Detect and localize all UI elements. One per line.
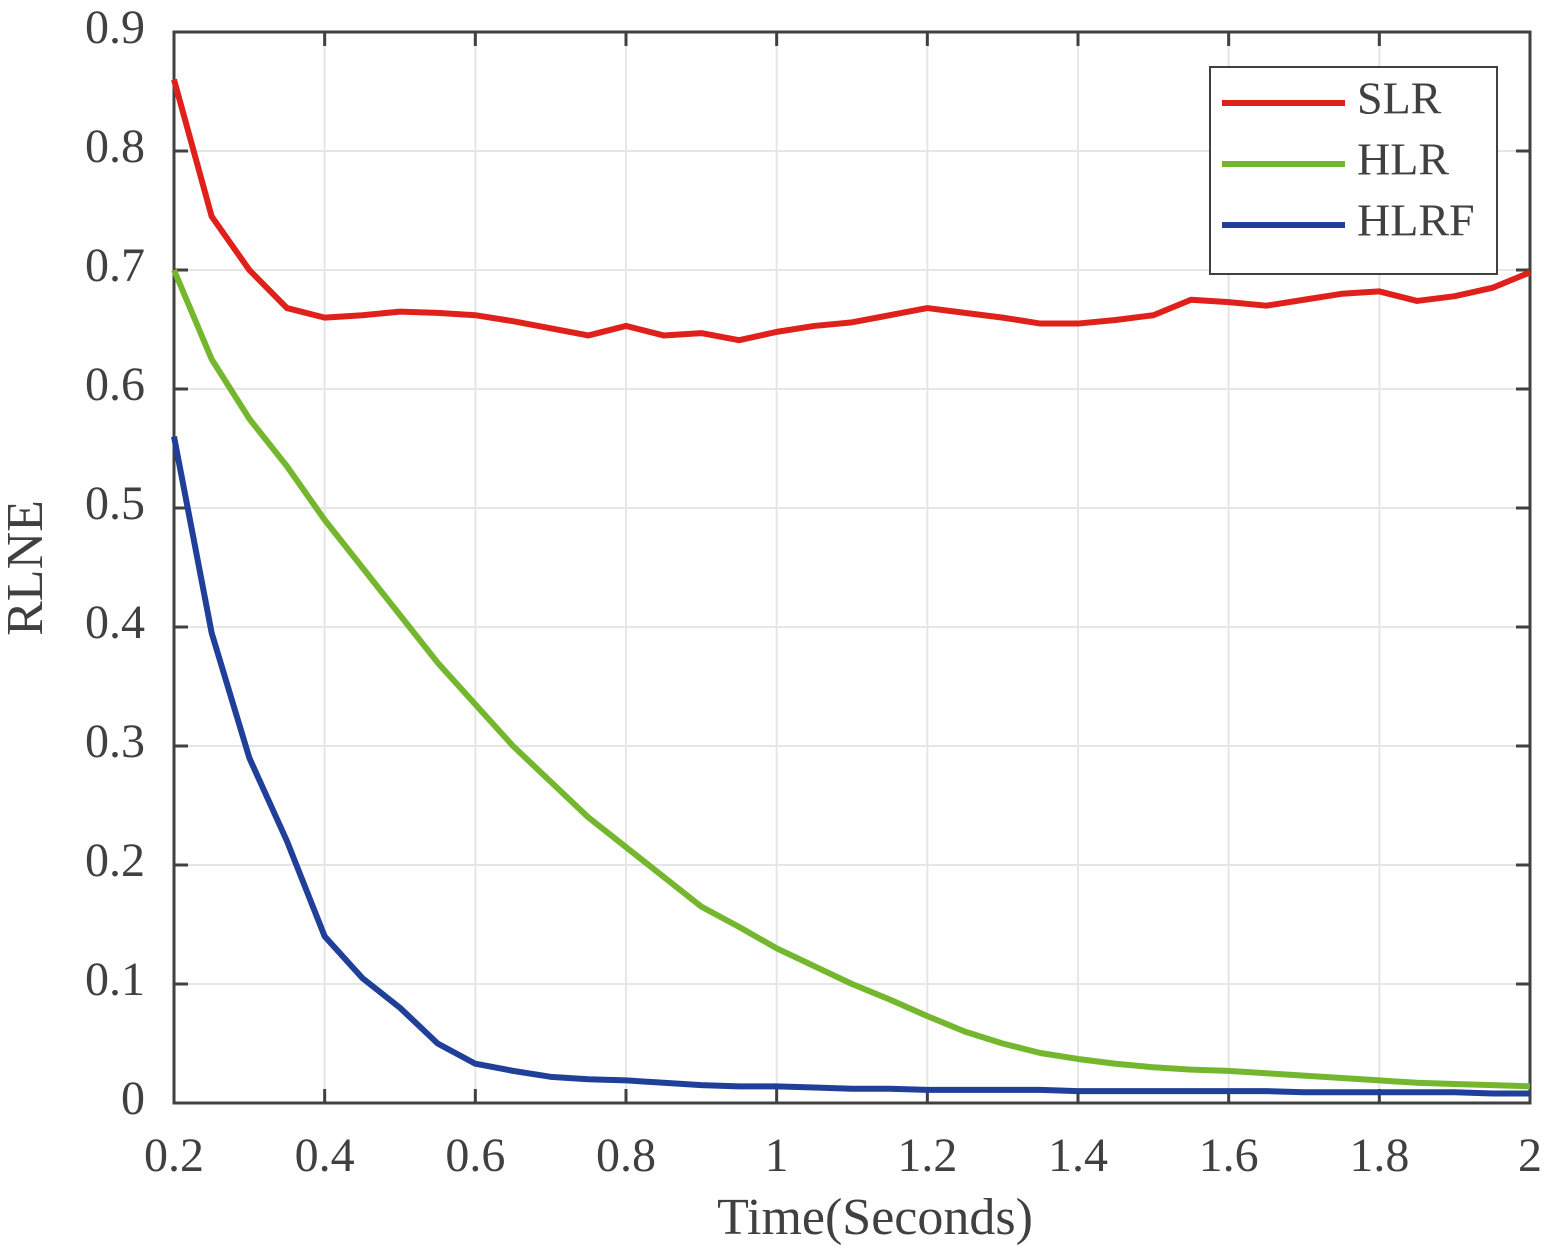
- plot-frame: [172, 30, 1532, 1105]
- x-tick-label: 1.2: [897, 1129, 957, 1182]
- legend-label: SLR: [1357, 73, 1442, 124]
- y-tick-label: 0.3: [85, 715, 145, 768]
- y-tick-label: 0.6: [85, 358, 145, 411]
- y-tick-label: 0.4: [85, 596, 145, 649]
- y-tick-label: 0: [121, 1072, 145, 1125]
- y-tick-label: 0.1: [85, 953, 145, 1006]
- legend-label: HLR: [1357, 134, 1449, 185]
- y-tick-label: 0.7: [85, 239, 145, 292]
- y-tick-label: 0.5: [85, 477, 145, 530]
- x-tick-label: 1.4: [1048, 1129, 1108, 1182]
- x-tick-label: 1.6: [1199, 1129, 1259, 1182]
- x-axis-label: Time(Seconds): [717, 1189, 1033, 1246]
- x-tick-label: 0.4: [295, 1129, 355, 1182]
- legend-label: HLRF: [1357, 195, 1475, 246]
- series-line: [171, 436, 1530, 1097]
- x-tick-label: 0.8: [596, 1129, 656, 1182]
- x-tick-label: 0.6: [445, 1129, 505, 1182]
- x-tick-label: 1: [765, 1129, 789, 1182]
- y-tick-label: 0.2: [85, 834, 145, 887]
- series-line: [171, 268, 1531, 1090]
- y-tick-label: 0.8: [85, 120, 145, 173]
- x-tick-label: 1.8: [1349, 1129, 1409, 1182]
- series-line: [171, 78, 1532, 344]
- y-axis-label: RLNE: [0, 500, 54, 636]
- x-tick-label: 0.2: [144, 1129, 204, 1182]
- x-tick-label: 2: [1518, 1129, 1542, 1182]
- y-tick-label: 0.9: [85, 1, 145, 54]
